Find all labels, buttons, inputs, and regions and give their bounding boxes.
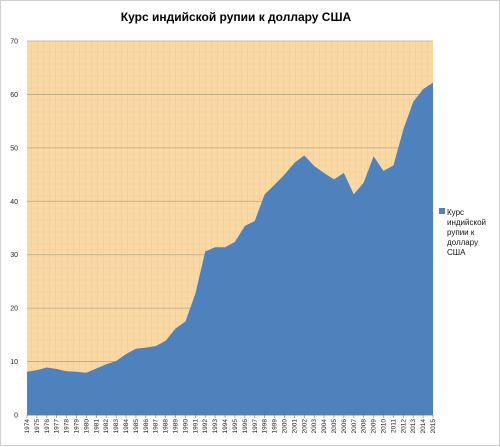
x-tick-label: 1983 (113, 419, 120, 434)
chart-title: Курс индийской рупии к доллару США (121, 10, 352, 24)
legend: Курс индийской рупии к доллару США (439, 208, 486, 257)
x-tick-label: 1987 (153, 419, 160, 434)
x-tick-label: 2007 (351, 419, 358, 434)
y-tick-label: 0 (14, 413, 18, 420)
x-axis: 1974 1975 1976 1977 1978 1979 1980 1981 1982 1983… (24, 414, 437, 434)
x-tick-label: 2006 (341, 419, 348, 434)
legend-label-line: США (447, 248, 466, 257)
x-tick-label: 1998 (262, 419, 269, 434)
y-tick-label: 30 (10, 252, 18, 259)
x-tick-label: 2012 (400, 419, 407, 434)
legend-label-line: индийской (447, 218, 486, 227)
y-axis: 0 10 20 30 40 50 60 70 (10, 39, 18, 420)
x-tick-label: 1999 (272, 419, 279, 434)
y-tick-label: 10 (10, 359, 18, 366)
area-series (27, 82, 433, 416)
x-tick-label: 1986 (143, 419, 150, 434)
x-tick-label: 1980 (83, 419, 90, 434)
x-tick-label: 1996 (242, 419, 249, 434)
legend-swatch (439, 208, 445, 214)
y-tick-label: 20 (10, 306, 18, 313)
x-tick-label: 2001 (291, 419, 298, 434)
x-tick-label: 1984 (123, 419, 130, 434)
x-tick-label: 1982 (103, 419, 110, 434)
x-tick-label: 1993 (212, 419, 219, 434)
x-tick-label: 1992 (202, 419, 209, 434)
x-tick-label: 2014 (420, 419, 427, 434)
x-tick-label: 1985 (133, 419, 140, 434)
x-tick-label: 1979 (74, 419, 81, 434)
x-tick-label: 2005 (331, 419, 338, 434)
x-tick-label: 2000 (281, 419, 288, 434)
x-tick-label: 1988 (163, 419, 170, 434)
legend-label-line: Курс (447, 208, 464, 217)
legend-label: Курс индийской рупии к доллару США (447, 208, 486, 257)
x-tick-label: 2011 (390, 419, 397, 433)
x-tick-label: 1991 (192, 419, 199, 434)
y-tick-label: 40 (10, 199, 18, 206)
x-tick-label: 2015 (430, 419, 437, 434)
x-tick-label: 1995 (232, 419, 239, 434)
x-tick-label: 2010 (380, 419, 387, 434)
x-tick-label: 2003 (311, 419, 318, 434)
x-tick-label: 1994 (222, 419, 229, 434)
x-tick-label: 2008 (361, 419, 368, 434)
x-tick-label: 1990 (182, 419, 189, 434)
x-tick-label: 2013 (410, 419, 417, 434)
x-tick-label: 2009 (371, 419, 378, 434)
x-tick-label: 1978 (64, 419, 71, 434)
x-tick-label: 2004 (321, 419, 328, 434)
y-tick-label: 50 (10, 145, 18, 152)
y-tick-label: 60 (10, 92, 18, 99)
x-tick-label: 1997 (252, 419, 259, 434)
legend-label-line: рупии к (447, 228, 475, 237)
x-tick-label: 1977 (54, 419, 61, 434)
x-tick-label: 1989 (173, 419, 180, 434)
x-tick-label: 1975 (34, 419, 41, 434)
x-tick-label: 1981 (93, 419, 100, 434)
legend-label-line: доллару (447, 238, 478, 247)
y-tick-label: 70 (10, 39, 18, 46)
x-tick-label: 1974 (24, 419, 31, 434)
x-tick-label: 1976 (44, 419, 51, 434)
x-tick-label: 2002 (301, 419, 308, 434)
